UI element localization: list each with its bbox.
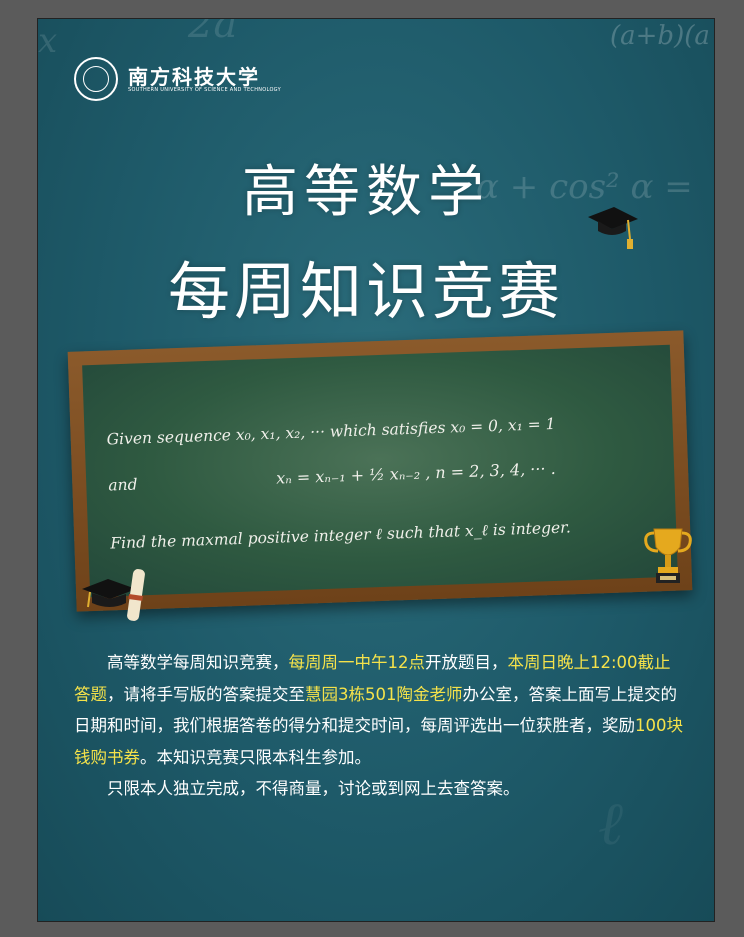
desc-text: 开放题目， [425, 653, 508, 672]
desc-highlight-open-time: 每周周一中午12点 [288, 653, 426, 672]
bg-formula-ab: (a+b)(a [610, 21, 710, 51]
university-name-en: SOUTHERN UNIVERSITY OF SCIENCE AND TECHN… [128, 87, 281, 93]
bg-formula-2a: 2a [188, 18, 238, 47]
desc-text: ，请将手写版的答案提交至 [107, 684, 305, 704]
title-line2: 每周知识竞赛 [167, 255, 564, 328]
university-seal-icon [74, 57, 118, 101]
trophy-icon [644, 528, 692, 583]
bg-formula-cos: α + cos² α = [476, 167, 693, 207]
desc-highlight-deadline: 本周日晚上12:00截止答题 [74, 653, 671, 704]
description: 高等数学每周知识竞赛，每周周一中午12点开放题目，本周日晚上12:00截止答题，… [74, 647, 684, 805]
desc-text: 。本知识竞赛只限本科生参加。 [140, 747, 371, 767]
university-name-cn: 南方科技大学 [128, 65, 260, 89]
title-line1: 高等数学 [242, 160, 490, 225]
chalk-line-2-formula: xₙ = xₙ₋₁ + ½ xₙ₋₂ , n = 2, 3, 4, ··· . [275, 458, 556, 488]
desc-text: 办公室，答案上面写上提交的日期和时间，我们根据答卷的得分和提交时间，每周评选出一… [74, 684, 677, 736]
description-paragraph-2: 只限本人独立完成，不得商量，讨论或到网上去查答案。 [107, 779, 520, 798]
bg-formula-x: x [38, 21, 58, 61]
chalk-line-2-word: and [108, 475, 138, 495]
desc-highlight-location: 慧园3栋501陶金老师 [305, 684, 463, 704]
desc-highlight-prize: 100块钱购书券 [74, 716, 683, 767]
description-paragraph-1: 高等数学每周知识竞赛，每周周一中午12点开放题目，本周日晚上12:00截止答题，… [74, 647, 684, 773]
chalkboard-frame: Given sequence x₀, x₁, x₂, ··· which sat… [67, 330, 693, 612]
desc-text: 高等数学每周知识竞赛， [107, 653, 289, 672]
diploma-scroll-icon [82, 569, 145, 621]
chalk-line-3: Find the maxmal positive integer ℓ such … [110, 518, 572, 553]
poster: 2a (a+b)(a α + cos² α = x ℓ 南方科技大学 SOUTH… [37, 18, 715, 922]
chalkboard: Given sequence x₀, x₁, x₂, ··· which sat… [82, 344, 678, 598]
chalk-line-1: Given sequence x₀, x₁, x₂, ··· which sat… [106, 414, 556, 449]
bg-formula-l: ℓ [598, 789, 623, 859]
graduation-cap-icon [588, 207, 638, 249]
